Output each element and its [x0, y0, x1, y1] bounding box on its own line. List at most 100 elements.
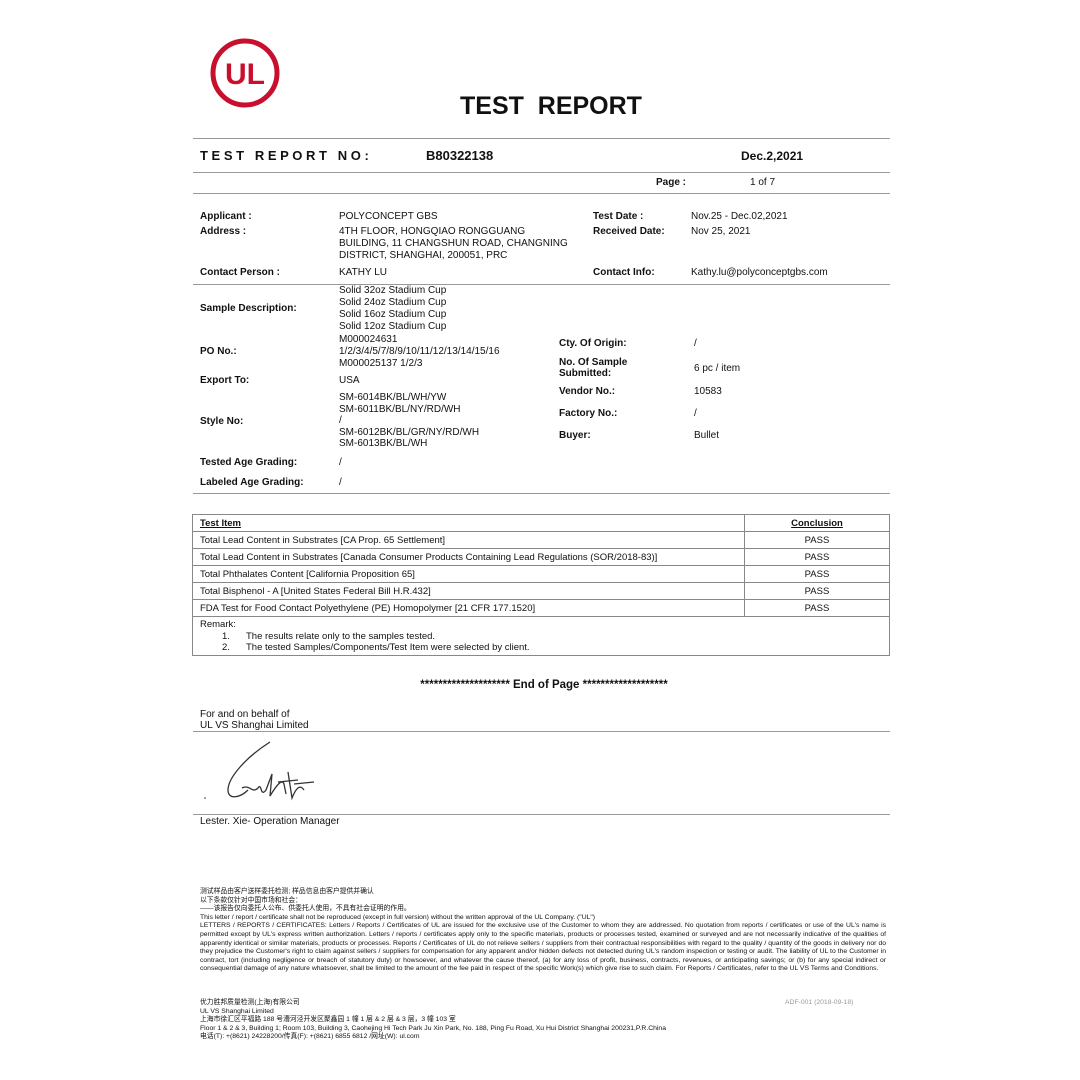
address-label: Address :	[200, 226, 247, 237]
po-line: M000025137 1/2/3	[339, 358, 423, 369]
fine-print-line: ——该报告仅向委托人公布、供委托人使用，不具有社会证明的作用。	[200, 905, 411, 913]
signature	[200, 738, 330, 813]
factory-label: Factory No.:	[559, 408, 618, 419]
received-date-label: Received Date:	[593, 226, 665, 237]
page-label: Page :	[656, 177, 687, 188]
po-no-value: M000024631 1/2/3/4/5/7/8/9/10/11/12/13/14…	[339, 334, 500, 370]
po-line: M000024631	[339, 334, 398, 345]
header-test-item: Test Item	[192, 514, 745, 532]
style-line: SM-6011BK/BL/NY/RD/WH	[339, 403, 461, 415]
table-row: Total Lead Content in Substrates [CA Pro…	[192, 531, 890, 549]
fine-print-paragraph: LETTERS / REPORTS / CERTIFICATES: Letter…	[200, 922, 886, 973]
remark-number: 2.	[222, 642, 230, 653]
footer-line: Floor 1 & 2 & 3, Building 1; Room 103, B…	[200, 1024, 666, 1032]
applicant-label: Applicant :	[200, 211, 252, 222]
conclusion: PASS	[744, 565, 890, 583]
remark-item: 2. The tested Samples/Components/Test Ite…	[200, 642, 882, 654]
table-row: FDA Test for Food Contact Polyethylene (…	[192, 599, 890, 617]
style-line: /	[339, 415, 342, 426]
test-date-label: Test Date :	[593, 211, 644, 222]
fine-print-line: 以下条款仅针对中国市场和社会：	[200, 896, 302, 904]
style-no-label: Style No:	[200, 416, 244, 427]
table-header: Test Item Conclusion	[192, 514, 890, 532]
test-item: Total Phthalates Content [California Pro…	[192, 565, 745, 583]
num-sample-label-line: No. Of Sample	[559, 357, 628, 368]
behalf-line: For and on behalf of	[200, 709, 290, 720]
test-item: Total Lead Content in Substrates [Canada…	[192, 548, 745, 566]
signer-name: Lester. Xie- Operation Manager	[200, 816, 340, 827]
footer-line: 电话(T): +(8621) 24228200/传真(F): +(8621) 6…	[200, 1033, 420, 1041]
address-line: DISTRICT, SHANGHAI, 200051, PRC	[339, 250, 508, 261]
export-to-value: USA	[339, 375, 360, 386]
origin-label: Cty. Of Origin:	[559, 338, 627, 349]
address-line: BUILDING, 11 CHANGSHUN ROAD, CHANGNING	[339, 238, 568, 249]
sample-line: Solid 16oz Stadium Cup	[339, 309, 447, 320]
vendor-label: Vendor No.:	[559, 386, 616, 397]
conclusion: PASS	[744, 548, 890, 566]
fine-print: 测试样品由客户送样委托检测; 样品信息由客户提供并确认 以下条款仅针对中国市场和…	[200, 888, 886, 974]
remark-number: 1.	[222, 630, 230, 642]
num-sample-label-line: Submitted:	[559, 368, 612, 379]
contact-info-value: Kathy.lu@polyconceptgbs.com	[691, 267, 828, 278]
header-conclusion: Conclusion	[744, 514, 890, 532]
sample-description-value: Solid 32oz Stadium Cup Solid 24oz Stadium…	[339, 285, 446, 333]
end-of-page: ******************** End of Page *******…	[420, 679, 668, 691]
form-code: ADF-001 (2018-09-18)	[785, 999, 854, 1006]
address-value: 4TH FLOOR, HONGQIAO RONGGUANG BUILDING, 1…	[339, 226, 568, 262]
svg-text:UL: UL	[225, 58, 265, 91]
conclusion: PASS	[744, 599, 890, 617]
page-value: 1 of 7	[750, 177, 776, 188]
tested-age-label: Tested Age Grading:	[200, 457, 298, 468]
contact-info-label: Contact Info:	[593, 267, 655, 278]
table-row: Total Lead Content in Substrates [Canada…	[192, 548, 890, 566]
report-no: B80322138	[426, 148, 494, 163]
po-no-label: PO No.:	[200, 346, 237, 357]
address-line: 4TH FLOOR, HONGQIAO RONGGUANG	[339, 226, 526, 237]
table-row: Total Bisphenol - A [United States Feder…	[192, 582, 890, 600]
sample-line: Solid 12oz Stadium Cup	[339, 321, 447, 332]
fine-print-line: 测试样品由客户送样委托检测; 样品信息由客户提供并确认	[200, 888, 374, 895]
style-line: SM-6014BK/BL/WH/YW	[339, 392, 447, 403]
applicant-value: POLYCONCEPT GBS	[339, 211, 438, 222]
test-item: Total Bisphenol - A [United States Feder…	[192, 582, 745, 600]
results-table: Test Item Conclusion Total Lead Content i…	[192, 514, 890, 656]
sample-description-label: Sample Description:	[200, 303, 297, 314]
page-title: TEST REPORT	[460, 92, 642, 120]
remark-row: Remark: 1. The results relate only to the…	[192, 616, 890, 656]
conclusion: PASS	[744, 582, 890, 600]
remark-text: The tested Samples/Components/Test Item …	[246, 642, 530, 653]
remark-item: 1. The results relate only to the samples…	[200, 631, 882, 643]
table-row: Total Phthalates Content [California Pro…	[192, 565, 890, 583]
footer-line: 优力胜邦质量检测(上海)有限公司	[200, 999, 300, 1006]
tested-age-value: /	[339, 457, 342, 468]
sample-line: Solid 32oz Stadium Cup	[339, 285, 447, 296]
test-date-value: Nov.25 - Dec.02,2021	[691, 211, 788, 222]
test-item: Total Lead Content in Substrates [CA Pro…	[192, 531, 745, 549]
test-item: FDA Test for Food Contact Polyethylene (…	[192, 599, 745, 617]
footer-line: UL VS Shanghai Limited	[200, 1007, 274, 1015]
behalf-company: UL VS Shanghai Limited	[200, 720, 309, 731]
sample-line: Solid 24oz Stadium Cup	[339, 297, 447, 308]
footer-line: 上海市徐汇区平福路 188 号漕河泾开发区聚鑫园 1 幢 1 层 & 2 层 &…	[200, 1016, 456, 1024]
num-sample-label: No. Of Sample Submitted:	[559, 357, 627, 379]
remark-label: Remark:	[200, 619, 236, 630]
ul-logo: UL	[210, 38, 280, 108]
fine-print-line: This letter / report / certificate shall…	[200, 913, 596, 921]
style-no-value: SM-6014BK/BL/WH/YW SM-6011BK/BL/NY/RD/WH /…	[339, 392, 479, 450]
received-date-value: Nov 25, 2021	[691, 226, 751, 237]
vendor-value: 10583	[694, 386, 722, 397]
buyer-label: Buyer:	[559, 430, 591, 441]
origin-value: /	[694, 338, 697, 349]
style-line: SM-6012BK/BL/GR/NY/RD/WH	[339, 426, 480, 438]
remark-text: The results relate only to the samples t…	[246, 630, 436, 642]
export-to-label: Export To:	[200, 375, 250, 386]
report-no-label: T E S T R E P O R T N O :	[200, 148, 369, 163]
labeled-age-label: Labeled Age Grading:	[200, 477, 304, 488]
contact-person-label: Contact Person :	[200, 267, 281, 278]
footer-address: 优力胜邦质量检测(上海)有限公司 UL VS Shanghai Limited …	[200, 999, 800, 1042]
buyer-value: Bullet	[694, 430, 720, 441]
num-sample-value: 6 pc / item	[694, 363, 741, 374]
labeled-age-value: /	[339, 477, 342, 488]
factory-value: /	[694, 408, 697, 419]
po-line: 1/2/3/4/5/7/8/9/10/11/12/13/14/15/16	[339, 346, 500, 357]
